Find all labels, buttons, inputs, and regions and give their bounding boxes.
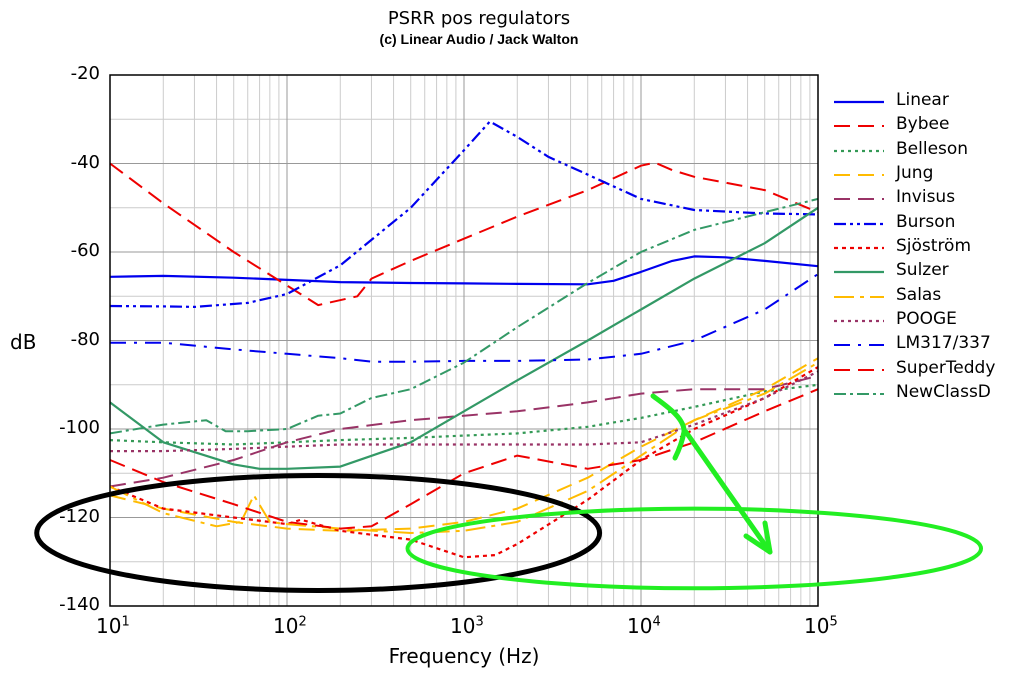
- series-lines: [109, 120, 819, 559]
- y-tick-label: -100: [59, 417, 100, 438]
- legend-label: Linear: [896, 90, 949, 110]
- y-tick-label: -60: [70, 240, 100, 261]
- legend-label: Salas: [896, 284, 942, 305]
- legend-label: Invisus: [896, 187, 956, 208]
- series-line-10: [110, 273, 819, 363]
- x-tick-base: 10: [804, 614, 830, 638]
- x-tick-exponent: 4: [652, 614, 661, 630]
- x-axis-label: Frequency (Hz): [388, 644, 540, 668]
- series-line-11: [109, 388, 819, 530]
- plot-frame: [109, 74, 819, 607]
- green-scribble: [650, 393, 687, 461]
- legend-swatch: [834, 393, 884, 396]
- legend-item: Sulzer: [834, 260, 1014, 284]
- legend-item: LM317/337: [834, 333, 1014, 357]
- legend-item: Invisus: [834, 187, 1014, 211]
- green-arrow-shaft: [683, 429, 773, 555]
- black-ellipse: [34, 472, 603, 594]
- legend-label: Sjöström: [896, 236, 972, 257]
- legend-label: Jung: [896, 163, 934, 184]
- legend-swatch: [834, 271, 884, 274]
- legend-swatch: [834, 319, 884, 323]
- legend-label: SuperTeddy: [896, 357, 996, 378]
- series-line-7: [109, 206, 819, 470]
- x-tick-exponent: 3: [475, 614, 484, 630]
- legend-label: Sulzer: [896, 260, 949, 281]
- x-tick-exponent: 2: [298, 614, 307, 630]
- chart-title: PSRR pos regulators: [387, 8, 571, 29]
- hand-drawn-annotations: [34, 393, 984, 594]
- x-tick-base: 10: [450, 614, 476, 638]
- series-line-6: [109, 366, 819, 559]
- legend-item: SuperTeddy: [834, 358, 1014, 382]
- legend-label: Bybee: [896, 114, 950, 135]
- legend-swatch: [834, 368, 884, 371]
- legend-item: Bybee: [834, 114, 1014, 138]
- x-tick-exponent: 5: [829, 614, 838, 630]
- x-tick-label: 105: [804, 614, 838, 638]
- legend-swatch: [834, 149, 884, 152]
- x-tick-label: 104: [627, 614, 661, 638]
- legend-item: POOGE: [834, 309, 1014, 333]
- series-line-5: [109, 120, 819, 308]
- legend: Linear Bybee Belleson Jung Invisus Burson Sjös…: [834, 90, 1014, 406]
- x-tick-label: 102: [273, 614, 307, 638]
- series-line-8: [109, 361, 819, 534]
- y-tick-label: -40: [70, 151, 100, 173]
- green-ellipse: [405, 506, 984, 591]
- legend-swatch: [834, 295, 884, 298]
- x-tick-label: 103: [450, 614, 484, 638]
- legend-swatch: [834, 100, 884, 104]
- y-axis-label: dB: [10, 330, 37, 354]
- legend-swatch: [834, 344, 884, 347]
- chart-subtitle: (c) Linear Audio / Jack Walton: [379, 31, 579, 47]
- legend-swatch: [834, 125, 884, 128]
- legend-label: LM317/337: [896, 333, 991, 354]
- x-tick-base: 10: [627, 614, 653, 638]
- legend-item: Jung: [834, 163, 1014, 187]
- legend-swatch: [834, 174, 884, 177]
- series-line-12: [109, 197, 819, 435]
- y-tick-label: -120: [59, 505, 100, 527]
- legend-swatch: [834, 222, 884, 225]
- x-tick-base: 10: [273, 614, 299, 638]
- legend-item: Linear: [834, 90, 1014, 114]
- legend-label: Burson: [896, 211, 956, 232]
- legend-item: Belleson: [834, 139, 1014, 163]
- x-tick-label: 101: [96, 614, 130, 638]
- legend-label: Belleson: [896, 138, 969, 159]
- legend-item: Burson: [834, 212, 1014, 236]
- y-tick-label: -80: [70, 328, 100, 350]
- x-tick-base: 10: [96, 614, 122, 638]
- legend-swatch: [834, 198, 884, 201]
- legend-label: POOGE: [896, 309, 957, 330]
- legend-item: Salas: [834, 285, 1014, 309]
- series-line-1: [109, 161, 819, 307]
- x-tick-exponent: 1: [121, 614, 130, 630]
- green-arrow-head: [743, 520, 773, 555]
- y-tick-label: -140: [59, 594, 100, 615]
- series-line-0: [109, 255, 819, 286]
- legend-item: NewClassD: [834, 382, 1014, 406]
- legend-item: Sjöström: [834, 236, 1014, 260]
- y-tick-label: -20: [70, 63, 100, 84]
- series-line-4: [109, 374, 819, 488]
- legend-swatch: [834, 246, 884, 250]
- legend-label: NewClassD: [896, 382, 991, 403]
